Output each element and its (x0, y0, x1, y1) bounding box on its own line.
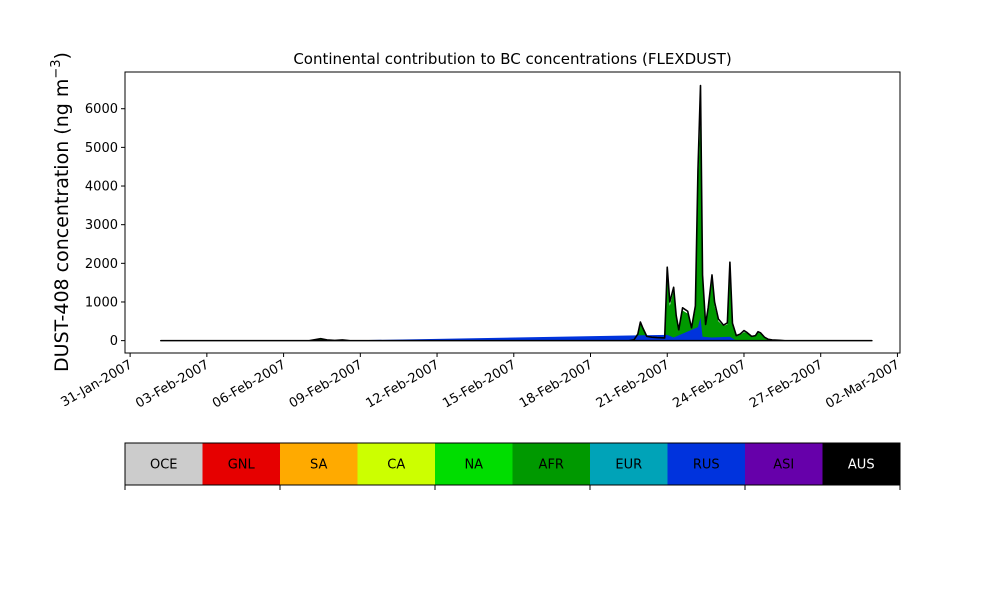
y-axis-label-close: ) (51, 52, 73, 59)
y-tick-label-5: 5000 (85, 141, 118, 156)
legend-label-afr: AFR (539, 458, 564, 473)
y-axis-label-superscript: −3 (49, 59, 64, 78)
legend-label-asi: ASI (773, 458, 794, 473)
x-tick-label-8: 24-Feb-2007 (670, 357, 749, 411)
legend-label-ca: CA (387, 458, 405, 473)
x-tick-label-3: 09-Feb-2007 (287, 357, 366, 411)
x-tick-label-2: 06-Feb-2007 (210, 357, 289, 411)
legend-swatch-sa (280, 443, 358, 485)
y-tick-label-6: 6000 (85, 102, 118, 117)
x-tick-label-7: 21-Feb-2007 (594, 357, 673, 411)
y-tick-label-0: 0 (110, 334, 118, 349)
x-tick-label-1: 03-Feb-2007 (133, 357, 212, 411)
legend-swatch-rus (667, 443, 746, 485)
series-area-2 (160, 84, 873, 342)
y-tick-label-1: 1000 (85, 295, 118, 310)
y-tick-label-4: 4000 (85, 180, 118, 195)
legend-label-gnl: GNL (228, 458, 256, 473)
x-tick-label-5: 15-Feb-2007 (440, 357, 519, 411)
legend-swatch-oce (125, 443, 203, 485)
legend-label-sa: SA (310, 458, 327, 473)
legend-label-rus: RUS (693, 458, 720, 473)
legend-swatch-aus (822, 443, 901, 485)
legend-swatch-eur (590, 443, 668, 485)
x-tick-label-4: 12-Feb-2007 (364, 357, 443, 411)
legend-swatch-na (435, 443, 513, 485)
legend-label-na: NA (464, 458, 483, 473)
legend-swatch-afr (512, 443, 591, 485)
legend-label-aus: AUS (848, 458, 875, 473)
x-axis: 31-Jan-200703-Feb-200706-Feb-200709-Feb-… (59, 353, 902, 412)
series-area-0 (160, 116, 872, 341)
legend-swatch-asi (745, 443, 823, 485)
y-axis-label-main: DUST-408 concentration (ng m (51, 79, 73, 372)
svg-text:DUST-408 concentration (ng m−3: DUST-408 concentration (ng m−3) (49, 52, 73, 372)
legend-swatch-ca (357, 443, 436, 485)
legend-swatch-gnl (202, 443, 281, 485)
y-tick-label-3: 3000 (85, 218, 118, 233)
x-tick-label-9: 27-Feb-2007 (747, 357, 826, 411)
y-axis: 0 1000 2000 3000 4000 5000 6000 (85, 102, 125, 349)
y-axis-label: DUST-408 concentration (ng m−3) (49, 52, 73, 372)
legend-label-oce: OCE (150, 458, 178, 473)
y-tick-label-2: 2000 (85, 257, 118, 272)
series-area-1 (160, 317, 872, 341)
x-tick-label-10: 02-Mar-2007 (823, 357, 902, 411)
series-layer (160, 84, 873, 342)
legend-colorbar: OCE GNL SA CA NA AFR EUR RUS ASI AUS (124, 442, 901, 490)
plot-frame (124, 71, 901, 354)
x-tick-label-6: 18-Feb-2007 (517, 357, 596, 411)
legend-frame (124, 442, 901, 486)
chart-title: Continental contribution to BC concentra… (293, 50, 731, 68)
legend-label-eur: EUR (615, 458, 642, 473)
